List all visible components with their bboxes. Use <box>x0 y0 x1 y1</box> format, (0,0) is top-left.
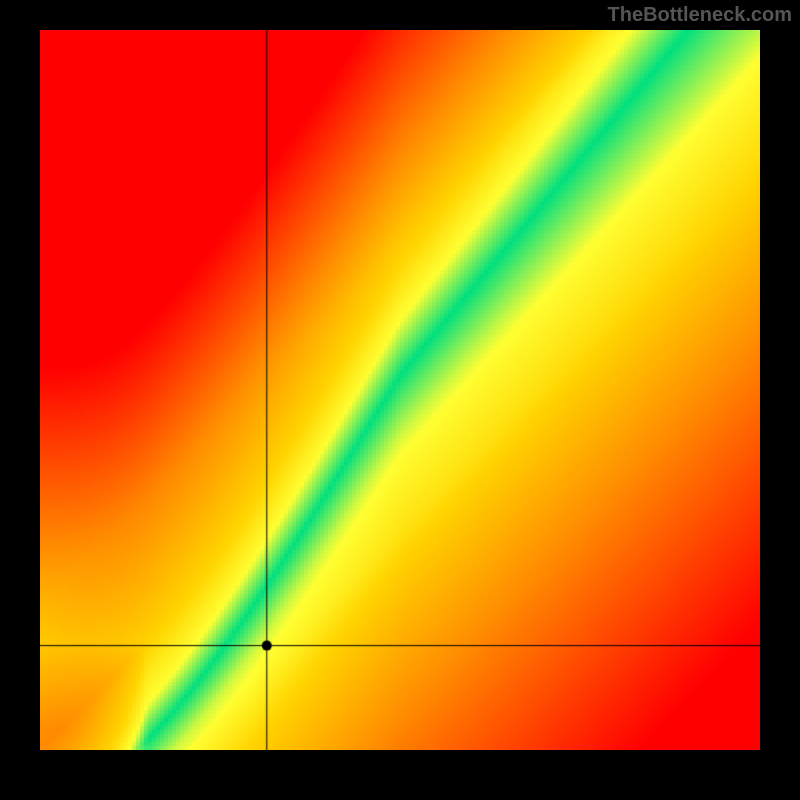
watermark-label: TheBottleneck.com <box>608 4 792 27</box>
chart-container: TheBottleneck.com <box>0 0 800 800</box>
heatmap-canvas <box>40 30 760 750</box>
